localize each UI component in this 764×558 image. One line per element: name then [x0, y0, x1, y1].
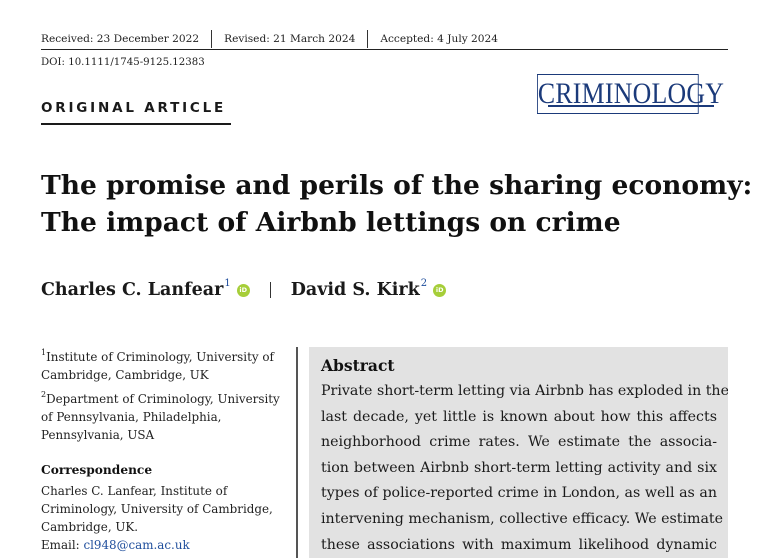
affiliation-line: of Pennsylvania, Philadelphia,	[41, 409, 222, 424]
email-link[interactable]: cl948@cam.ac.uk	[83, 538, 190, 552]
affiliation: 2Department of Criminology, University o…	[41, 387, 281, 444]
article-title: The promise and perils of the sharing ec…	[41, 167, 753, 241]
title-line: The impact of Airbnb lettings on crime	[41, 207, 621, 238]
received-date: Received: 23 December 2022	[41, 33, 200, 45]
orcid-icon[interactable]: iD	[236, 283, 250, 297]
abstract-text: Private short-term letting via Airbnb ha…	[321, 379, 728, 558]
divider	[269, 282, 271, 298]
abstract-line: intervening mechanism, collective effica…	[321, 510, 724, 527]
author-list: Charles C. Lanfear 1 iD David S. Kirk 2 iD	[41, 277, 447, 300]
affiliation-number: 1	[41, 348, 47, 357]
abstract-line: neighborhood crime rates. We estimate th…	[321, 434, 717, 451]
abstract-line: last decade, yet little is known about h…	[321, 408, 717, 425]
abstract-line: types of police-reported crime in London…	[321, 485, 717, 502]
revised-date: Revised: 21 March 2024	[224, 33, 356, 45]
abstract-line: Private short-term letting via Airbnb ha…	[321, 383, 728, 399]
affiliation-line: Department of Criminology, University	[46, 391, 280, 406]
column-divider	[296, 347, 298, 558]
publication-dates: Received: 23 December 2022 Revised: 21 M…	[41, 30, 498, 48]
article-type-rule	[41, 123, 231, 125]
header-rule	[41, 49, 728, 50]
abstract-line: tion between Airbnb short-term letting a…	[321, 459, 717, 476]
affiliation-line: Institute of Criminology, University of	[46, 349, 274, 364]
affiliation-line: Pennsylvania, USA	[41, 427, 155, 442]
author: Charles C. Lanfear 1 iD	[41, 277, 250, 300]
abstract-box: Abstract Private short-term letting via …	[309, 347, 728, 558]
author-name[interactable]: David S. Kirk	[290, 280, 420, 300]
affiliation-line: Cambridge, Cambridge, UK	[41, 367, 209, 382]
author-name[interactable]: Charles C. Lanfear	[41, 280, 224, 300]
article-type: ORIGINAL ARTICLE	[41, 100, 227, 116]
divider	[211, 30, 213, 48]
correspondence-heading: Correspondence	[41, 463, 153, 477]
divider	[367, 30, 369, 48]
email-label: Email:	[41, 538, 84, 552]
orcid-icon[interactable]: iD	[433, 283, 447, 297]
title-line: The promise and perils of the sharing ec…	[41, 170, 753, 201]
journal-logo-underline	[548, 105, 714, 107]
affiliation-ref[interactable]: 2	[420, 277, 428, 289]
correspondence-line: Cambridge, UK.	[41, 520, 139, 534]
journal-logo[interactable]: CRIMINOLOGY	[537, 74, 724, 114]
correspondence-line: Criminology, University of Cambridge,	[41, 502, 273, 516]
accepted-date: Accepted: 4 July 2024	[380, 33, 499, 45]
affiliation: 1Institute of Criminology, University of…	[41, 345, 281, 384]
author: David S. Kirk 2 iD	[290, 277, 447, 300]
doi[interactable]: DOI: 10.1111/1745-9125.12383	[41, 57, 205, 68]
abstract-heading: Abstract	[321, 356, 395, 375]
abstract-line: these associations with maximum likeliho…	[321, 536, 717, 553]
affiliation-ref[interactable]: 1	[224, 277, 231, 289]
correspondence-line: Charles C. Lanfear, Institute of	[41, 484, 228, 498]
affiliation-number: 2	[41, 390, 47, 399]
correspondence-body: Charles C. Lanfear, Institute of Crimino…	[41, 482, 291, 554]
